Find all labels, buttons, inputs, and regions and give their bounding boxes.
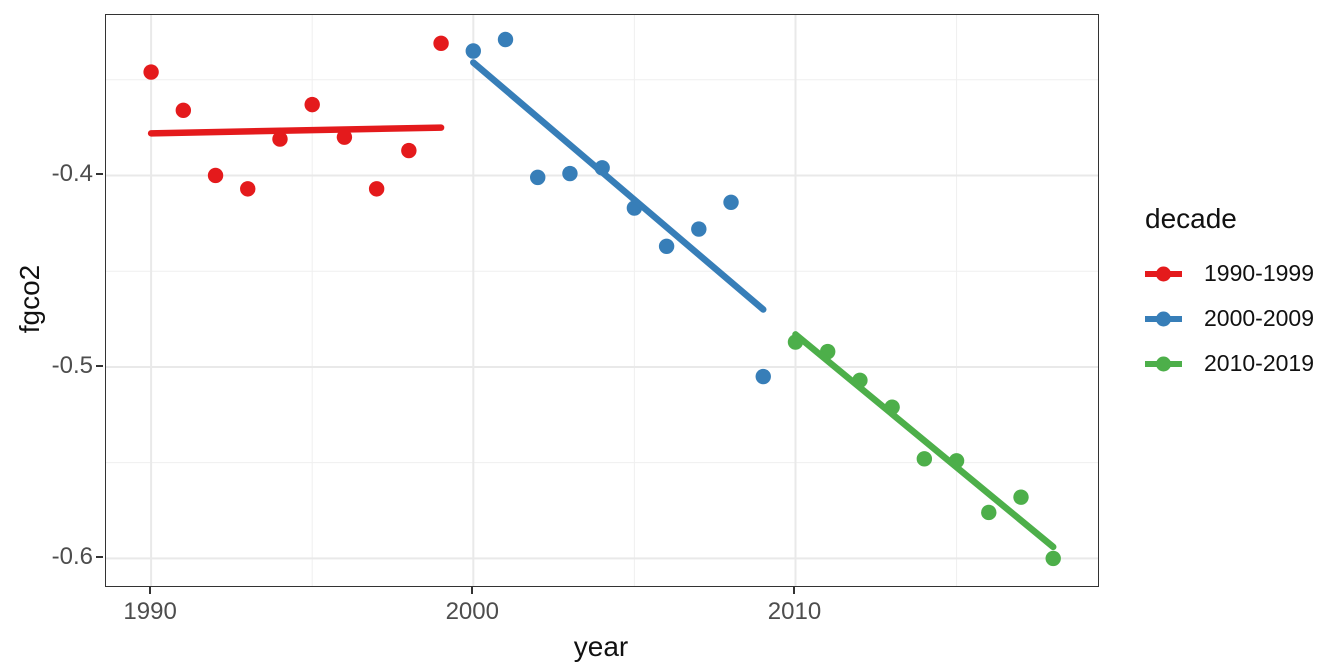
plot-panel xyxy=(105,14,1099,587)
data-point xyxy=(465,43,481,59)
data-point xyxy=(981,504,997,521)
data-point xyxy=(401,142,417,159)
data-point xyxy=(497,31,514,48)
data-point xyxy=(755,368,771,385)
data-point xyxy=(207,167,224,184)
data-point xyxy=(691,221,707,237)
trend-line xyxy=(147,124,445,137)
data-point xyxy=(175,102,192,119)
legend: decade 1990-1999 2000-2009 2010-2019 xyxy=(1145,203,1314,386)
data-point xyxy=(562,165,578,182)
legend-key-line-dot-icon xyxy=(1145,266,1182,281)
y-tick-label: -0.6 xyxy=(51,543,93,571)
legend-title: decade xyxy=(1145,203,1237,234)
legend-entry: 1990-1999 xyxy=(1145,251,1314,296)
legend-label: 1990-1999 xyxy=(1204,260,1314,286)
data-point xyxy=(240,181,256,197)
x-tick xyxy=(471,587,474,594)
data-point xyxy=(916,451,933,467)
chart-area xyxy=(106,15,1098,586)
data-point xyxy=(530,169,546,186)
data-point xyxy=(272,131,288,147)
y-tick xyxy=(96,364,103,367)
data-point xyxy=(1045,550,1061,567)
data-point xyxy=(368,181,385,197)
y-tick-label: -0.5 xyxy=(51,351,93,379)
data-point xyxy=(143,64,159,80)
x-tick-label: 2010 xyxy=(767,598,822,625)
y-tick xyxy=(96,556,103,559)
data-point xyxy=(658,238,675,255)
x-axis-title: year xyxy=(573,631,629,662)
y-axis-title: fgco2 xyxy=(14,264,45,334)
legend-label: 2010-2019 xyxy=(1204,350,1314,376)
x-tick-label: 1990 xyxy=(123,598,177,625)
x-tick xyxy=(149,587,152,594)
legend-entry: 2000-2009 xyxy=(1145,296,1314,341)
x-tick-label: 2000 xyxy=(445,598,499,625)
x-tick xyxy=(793,587,796,594)
legend-entry: 2010-2019 xyxy=(1145,341,1314,386)
data-point xyxy=(1013,489,1029,505)
y-tick-label: -0.4 xyxy=(51,160,93,188)
data-point xyxy=(304,96,320,113)
trend-line xyxy=(470,59,767,313)
y-tick xyxy=(96,173,103,176)
legend-key-line-dot-icon xyxy=(1145,356,1182,371)
data-point xyxy=(723,194,739,210)
legend-key-line-dot-icon xyxy=(1145,311,1182,326)
data-point xyxy=(433,35,449,52)
data-point xyxy=(336,129,353,145)
trend-line xyxy=(792,331,1057,551)
legend-label: 2000-2009 xyxy=(1204,305,1314,331)
